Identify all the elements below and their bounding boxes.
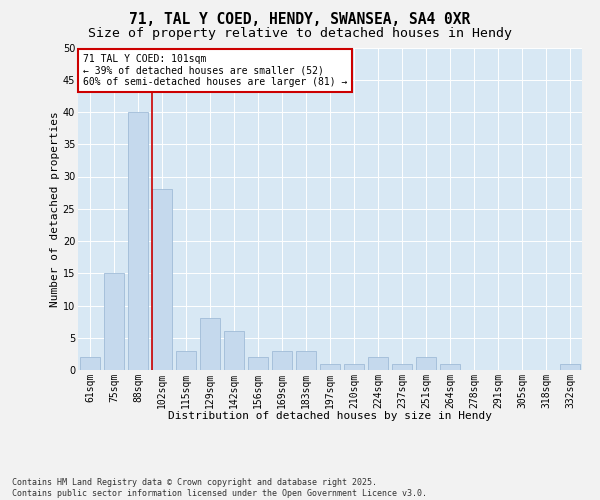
X-axis label: Distribution of detached houses by size in Hendy: Distribution of detached houses by size …	[168, 411, 492, 421]
Text: 71, TAL Y COED, HENDY, SWANSEA, SA4 0XR: 71, TAL Y COED, HENDY, SWANSEA, SA4 0XR	[130, 12, 470, 28]
Bar	[176, 350, 196, 370]
Bar	[104, 273, 124, 370]
Bar	[152, 190, 172, 370]
Bar	[128, 112, 148, 370]
Bar	[416, 357, 436, 370]
Bar	[320, 364, 340, 370]
Bar	[224, 332, 244, 370]
Text: 71 TAL Y COED: 101sqm
← 39% of detached houses are smaller (52)
60% of semi-deta: 71 TAL Y COED: 101sqm ← 39% of detached …	[83, 54, 347, 87]
Bar	[392, 364, 412, 370]
Bar	[80, 357, 100, 370]
Bar	[440, 364, 460, 370]
Bar	[368, 357, 388, 370]
Bar	[560, 364, 580, 370]
Bar	[344, 364, 364, 370]
Bar	[200, 318, 220, 370]
Bar	[272, 350, 292, 370]
Text: Contains HM Land Registry data © Crown copyright and database right 2025.
Contai: Contains HM Land Registry data © Crown c…	[12, 478, 427, 498]
Bar	[296, 350, 316, 370]
Text: Size of property relative to detached houses in Hendy: Size of property relative to detached ho…	[88, 28, 512, 40]
Bar	[248, 357, 268, 370]
Y-axis label: Number of detached properties: Number of detached properties	[50, 111, 60, 306]
